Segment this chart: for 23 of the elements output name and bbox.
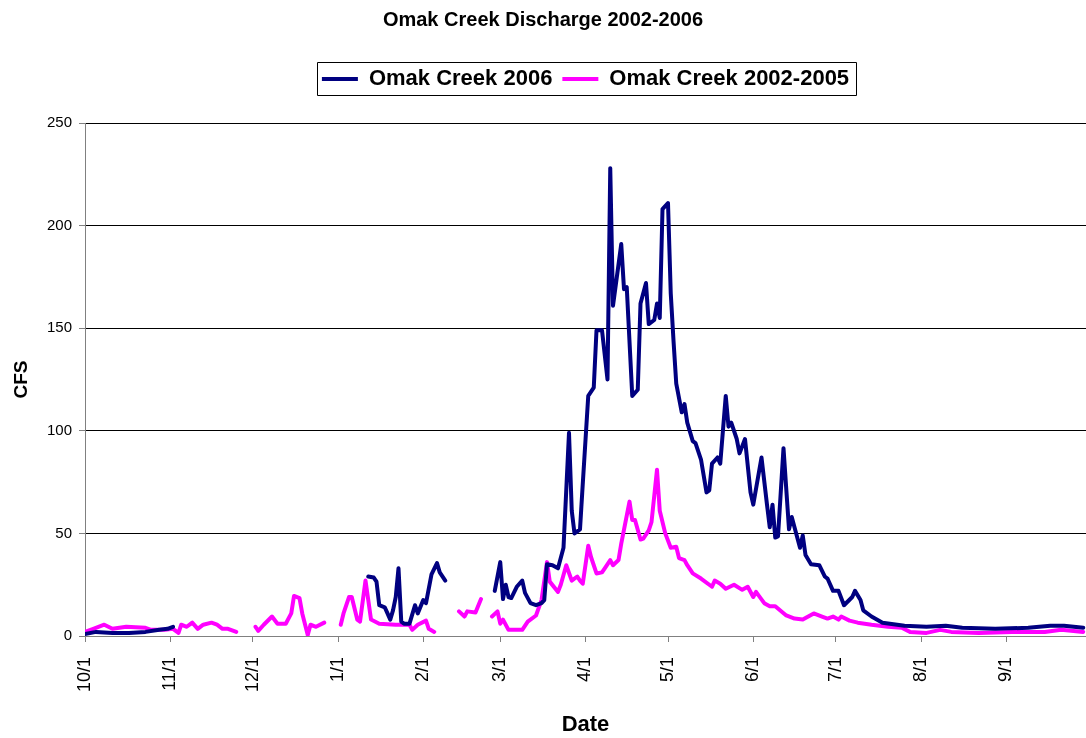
y-tick-label: 100 xyxy=(46,420,72,438)
x-tick-label: 10/1 xyxy=(73,657,94,693)
y-axis-title: CFS xyxy=(9,360,31,399)
x-tick-label: 1/1 xyxy=(326,657,347,683)
y-tick-label: 0 xyxy=(63,626,72,644)
x-tick-label: 3/1 xyxy=(489,657,510,683)
legend-label: Omak Creek 2006 xyxy=(368,65,553,91)
x-axis-title: Date xyxy=(561,710,610,736)
x-tick-label: 7/1 xyxy=(824,657,845,683)
y-tick-label: 200 xyxy=(46,215,72,233)
x-tick-label: 6/1 xyxy=(742,657,763,683)
legend-label: Omak Creek 2002-2005 xyxy=(609,65,850,91)
chart-title: Omak Creek Discharge 2002-2006 xyxy=(382,7,704,30)
x-tick-label: 5/1 xyxy=(656,657,677,683)
x-tick-label: 2/1 xyxy=(412,657,433,683)
x-tick-label: 8/1 xyxy=(909,657,930,683)
y-tick-label: 50 xyxy=(55,523,72,541)
y-tick-label: 250 xyxy=(46,113,72,131)
x-tick-label: 9/1 xyxy=(995,657,1016,683)
y-tick-label: 150 xyxy=(46,318,72,336)
x-tick-label: 12/1 xyxy=(241,657,262,693)
x-tick-label: 11/1 xyxy=(159,657,180,691)
x-tick-label: 4/1 xyxy=(574,657,595,683)
